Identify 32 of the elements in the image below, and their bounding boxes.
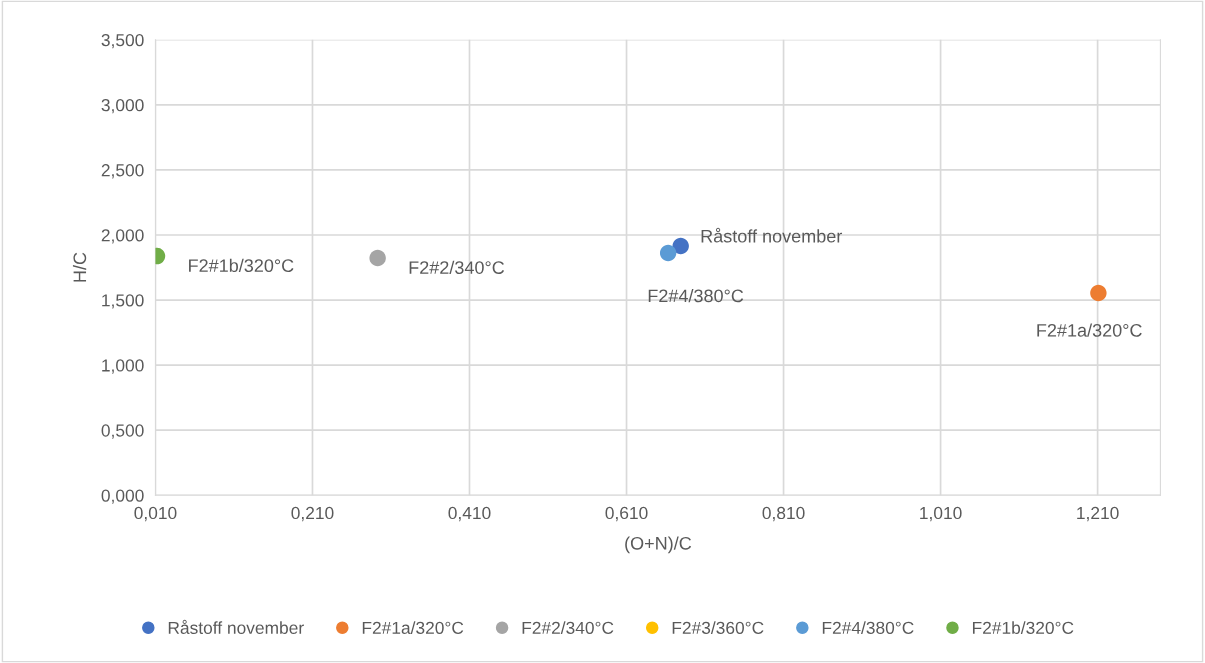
- annotation: F2#1a/320°C: [1037, 323, 1142, 337]
- x-tick-label: 0,410: [448, 506, 491, 522]
- legend-label: F2#3/360°C: [672, 621, 764, 634]
- x-axis-title: (O+N)/C: [625, 536, 692, 554]
- legend-label: F2#4/380°C: [822, 621, 914, 634]
- annotation: Råstoff november: [701, 227, 843, 243]
- y-tick-label: 1,500: [102, 294, 144, 309]
- x-tick-label: 0,210: [291, 506, 334, 522]
- annotation: F2#1b/320°C: [189, 258, 294, 273]
- y-tick-label: 3,000: [101, 99, 144, 114]
- y-axis-title: H/C: [72, 252, 87, 282]
- x-tick-label: 0,010: [134, 506, 177, 522]
- y-tick-label: 3,500: [101, 33, 144, 49]
- legend-label: F2#1b/320°C: [972, 621, 1074, 634]
- point: [672, 237, 689, 255]
- legend-label: F2#1a/320°C: [362, 621, 464, 634]
- point: [1090, 284, 1107, 302]
- point: [659, 244, 677, 262]
- y-tick-label: 2,500: [101, 164, 144, 179]
- x-tick-label: 0,810: [762, 506, 805, 522]
- point: [369, 249, 386, 267]
- y-tick-label: 1,000: [102, 359, 144, 374]
- legend-label: Råstoff november: [168, 619, 304, 634]
- y-tick-label: 2,000: [101, 229, 144, 244]
- legend-label: F2#2/340°C: [522, 621, 614, 634]
- annotation: F2#2/340°C: [409, 260, 505, 274]
- y-tick-label: 0,000: [101, 489, 144, 504]
- x-tick-label: 1,010: [920, 506, 962, 522]
- annotation: F2#4/380°C: [648, 288, 744, 303]
- y-tick-label: 0,500: [101, 424, 144, 439]
- x-tick-label: 0,610: [605, 506, 648, 522]
- x-tick-label: 1,210: [1077, 506, 1119, 522]
